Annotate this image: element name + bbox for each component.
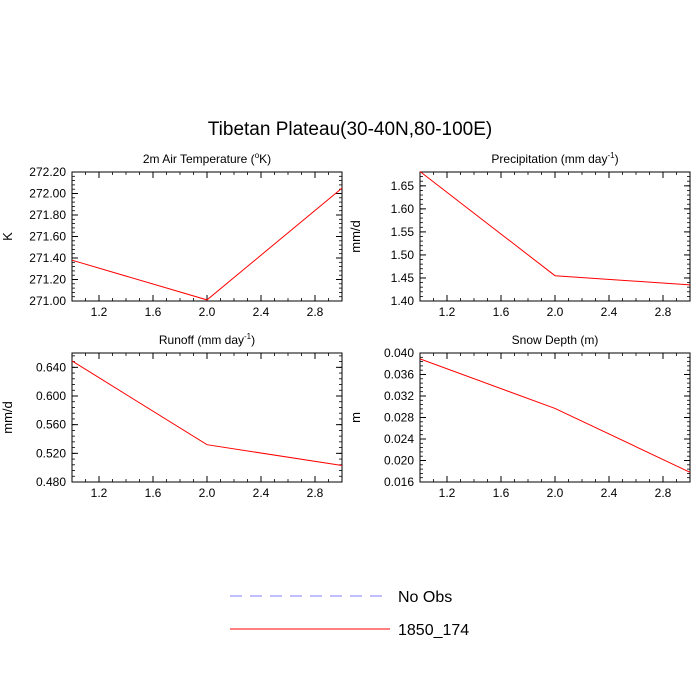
panel-title-tail: ) — [615, 152, 619, 166]
x-tick-label: 2.0 — [547, 305, 564, 319]
panel-title-base: 2m Air Temperature ( — [143, 152, 255, 166]
panel-title: Runoff (mm day-1) — [159, 332, 255, 347]
x-tick-label: 2.8 — [307, 486, 324, 500]
panel-title: Snow Depth (m) — [512, 333, 599, 347]
plot-frame — [71, 352, 343, 483]
y-axis-label: m — [348, 412, 363, 423]
y-tick-label: 0.520 — [36, 446, 66, 460]
x-tick-label: 1.6 — [493, 486, 510, 500]
chart-panel-1: 1.2 1.6 2.0 2.4 2.8 271.00 271.20 271.40 271.60 2… — [0, 151, 343, 319]
y-tick-label: 271.00 — [29, 294, 66, 308]
series-line-1850_174 — [419, 358, 691, 473]
y-tick-label: 0.016 — [384, 475, 414, 489]
legend-label-2: 1850_174 — [398, 622, 469, 639]
x-tick-label: 1.6 — [145, 305, 162, 319]
panel-title-sup: -1 — [607, 151, 615, 160]
y-tick-label: 271.60 — [29, 230, 66, 244]
panel-title-base: Runoff (mm day — [159, 333, 244, 347]
y-tick-label: 1.40 — [391, 294, 415, 308]
x-tick-label: 1.6 — [145, 486, 162, 500]
panel-title-tail: ) — [251, 333, 255, 347]
figure-title: Tibetan Plateau(30-40N,80-100E) — [208, 119, 492, 140]
panel-title-tail: K) — [259, 152, 271, 166]
y-tick-label: 271.80 — [29, 208, 66, 222]
y-tick-label: 271.40 — [29, 251, 66, 265]
y-tick-label: 0.032 — [384, 389, 414, 403]
x-tick-label: 2.4 — [253, 305, 270, 319]
plot-frame — [71, 171, 343, 302]
y-tick-label: 1.60 — [391, 202, 415, 216]
y-tick-label: 0.024 — [384, 432, 414, 446]
x-tick-label: 2.8 — [307, 305, 324, 319]
plot-frame — [419, 352, 691, 483]
x-tick-label: 1.6 — [493, 305, 510, 319]
y-tick-label: 272.00 — [29, 187, 66, 201]
panel-title-base: Precipitation (mm day — [491, 152, 607, 166]
y-tick-label: 0.028 — [384, 411, 414, 425]
y-tick-label: 0.040 — [384, 346, 414, 360]
chart-panel-3: 1.2 1.6 2.0 2.4 2.8 0.480 0.520 0.560 0.600 0.640… — [0, 332, 343, 500]
x-tick-label: 2.4 — [253, 486, 270, 500]
panel-title-sup: -1 — [244, 332, 252, 341]
chart-panel-2: 1.2 1.6 2.0 2.4 2.8 1.40 1.45 1.50 1.55 1.60 1.65 m… — [348, 151, 691, 319]
panel-title: Precipitation (mm day-1) — [491, 151, 618, 166]
y-tick-label: 0.020 — [384, 454, 414, 468]
y-tick-label: 0.036 — [384, 368, 414, 382]
y-tick-label: 1.55 — [391, 225, 415, 239]
y-axis-label: mm/d — [0, 401, 15, 434]
chart-panels: 1.2 1.6 2.0 2.4 2.8 271.00 271.20 271.40 271.60 2… — [0, 151, 691, 500]
x-tick-label: 2.8 — [655, 305, 672, 319]
series-line-1850_174 — [419, 171, 691, 286]
chart-panel-4: 1.2 1.6 2.0 2.4 2.8 0.016 0.020 0.024 0.028 0.032… — [348, 333, 691, 500]
x-tick-label: 2.8 — [655, 486, 672, 500]
x-tick-label: 2.0 — [199, 486, 216, 500]
x-tick-label: 1.2 — [91, 305, 108, 319]
y-tick-label: 1.65 — [391, 179, 415, 193]
y-tick-label: 271.20 — [29, 273, 66, 287]
panel-title-sup: o — [255, 151, 260, 160]
y-tick-label: 0.480 — [36, 475, 66, 489]
y-tick-label: 272.20 — [29, 165, 66, 179]
y-tick-label: 0.560 — [36, 418, 66, 432]
legend: No Obs 1850_174 — [230, 589, 469, 639]
y-axis-label: K — [0, 232, 15, 241]
x-tick-label: 2.4 — [601, 305, 618, 319]
legend-label-1: No Obs — [398, 589, 452, 606]
x-tick-label: 1.2 — [439, 305, 456, 319]
series-line-1850_174 — [71, 360, 343, 466]
x-tick-label: 2.4 — [601, 486, 618, 500]
y-tick-label: 0.640 — [36, 360, 66, 374]
y-tick-label: 1.45 — [391, 271, 415, 285]
y-tick-label: 1.50 — [391, 248, 415, 262]
panel-title: 2m Air Temperature (oK) — [143, 151, 271, 166]
y-tick-label: 0.600 — [36, 389, 66, 403]
panel-title-base: Snow Depth (m) — [512, 333, 599, 347]
x-tick-label: 2.0 — [547, 486, 564, 500]
series-line-1850_174 — [71, 187, 343, 301]
x-tick-label: 1.2 — [91, 486, 108, 500]
x-tick-label: 2.0 — [199, 305, 216, 319]
x-tick-label: 1.2 — [439, 486, 456, 500]
y-axis-label: mm/d — [348, 220, 363, 253]
